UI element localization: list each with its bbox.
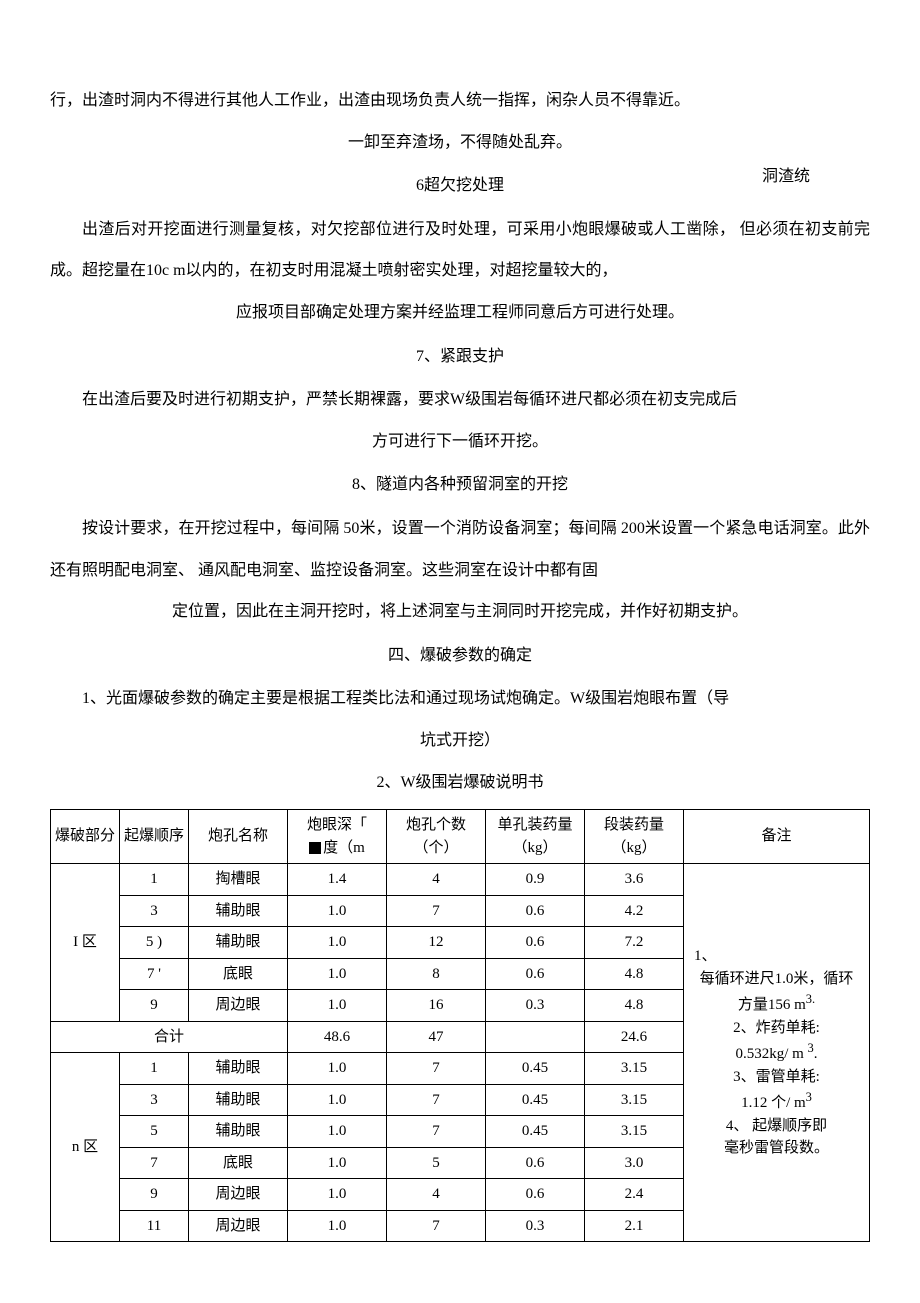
section-7-p1: 在出渣后要及时进行初期支护，严禁长期裸露，要求W级围岩每循环进尺都必须在初支完成…: [50, 379, 870, 421]
section-4-p1: 1、光面爆破参数的确定主要是根据工程类比法和通过现场试炮确定。W级围岩炮眼布置（…: [50, 678, 870, 720]
table-header-row: 爆破部分 起爆顺序 炮孔名称 炮眼深「 度（m 炮孔个数（个） 单孔装药量（kg…: [51, 810, 870, 864]
cell-count: 4: [387, 864, 486, 896]
table-row: I 区 1 掏槽眼 1.4 4 0.9 3.6 1、 每循环进尺1.0米，循环 …: [51, 864, 870, 896]
cell-seg: 3.6: [585, 864, 684, 896]
zone2-label: n 区: [51, 1053, 120, 1242]
th-count: 炮孔个数（个）: [387, 810, 486, 864]
intro-line1: 行，出渣时洞内不得进行其他人工作业，出渣由现场负责人统一指挥，闲杂人员不得靠近。: [50, 80, 870, 122]
section-8-title: 8、隧道内各种预留洞室的开挖: [50, 464, 870, 506]
th-depth: 炮眼深「 度（m: [288, 810, 387, 864]
section-7-p2: 方可进行下一循环开挖。: [50, 421, 870, 463]
section-4-p2: 坑式开挖）: [50, 720, 870, 762]
intro-right-note: 洞渣统: [762, 162, 810, 186]
intro-line2: 一卸至弃渣场，不得随处乱弃。: [50, 122, 870, 164]
section-6-title: 6超欠挖处理: [50, 165, 870, 207]
blast-parameters-table: 爆破部分 起爆顺序 炮孔名称 炮眼深「 度（m 炮孔个数（个） 单孔装药量（kg…: [50, 809, 870, 1242]
th-seg: 段装药量（kg）: [585, 810, 684, 864]
notes-cell: 1、 每循环进尺1.0米，循环 方量156 m3. 2、炸药单耗: 0.532k…: [684, 864, 870, 1242]
document-page: 行，出渣时洞内不得进行其他人工作业，出渣由现场负责人统一指挥，闲杂人员不得靠近。…: [0, 0, 920, 1282]
cell-name: 掏槽眼: [189, 864, 288, 896]
cell-single: 0.9: [486, 864, 585, 896]
th-single: 单孔装药量（kg）: [486, 810, 585, 864]
cell-seq: 1: [120, 864, 189, 896]
zone1-label: I 区: [51, 864, 120, 1022]
th-seq: 起爆顺序: [120, 810, 189, 864]
cell-depth: 1.4: [288, 864, 387, 896]
section-6-p2: 应报项目部确定处理方案并经监理工程师同意后方可进行处理。: [50, 292, 870, 334]
th-notes: 备注: [684, 810, 870, 864]
section-8-p1: 按设计要求，在开挖过程中，每间隔 50米，设置一个消防设备洞室；每间隔 200米…: [50, 508, 870, 591]
section-4-title: 四、爆破参数的确定: [50, 635, 870, 677]
section-8-p2: 定位置，因此在主洞开挖时，将上述洞室与主洞同时开挖完成，并作好初期支护。: [50, 591, 870, 633]
section-4-p3: 2、W级围岩爆破说明书: [50, 762, 870, 804]
th-part: 爆破部分: [51, 810, 120, 864]
section-6-p1: 出渣后对开挖面进行测量复核，对欠挖部位进行及时处理，可采用小炮眼爆破或人工凿除，…: [50, 209, 870, 292]
section-7-title: 7、紧跟支护: [50, 336, 870, 378]
th-name: 炮孔名称: [189, 810, 288, 864]
